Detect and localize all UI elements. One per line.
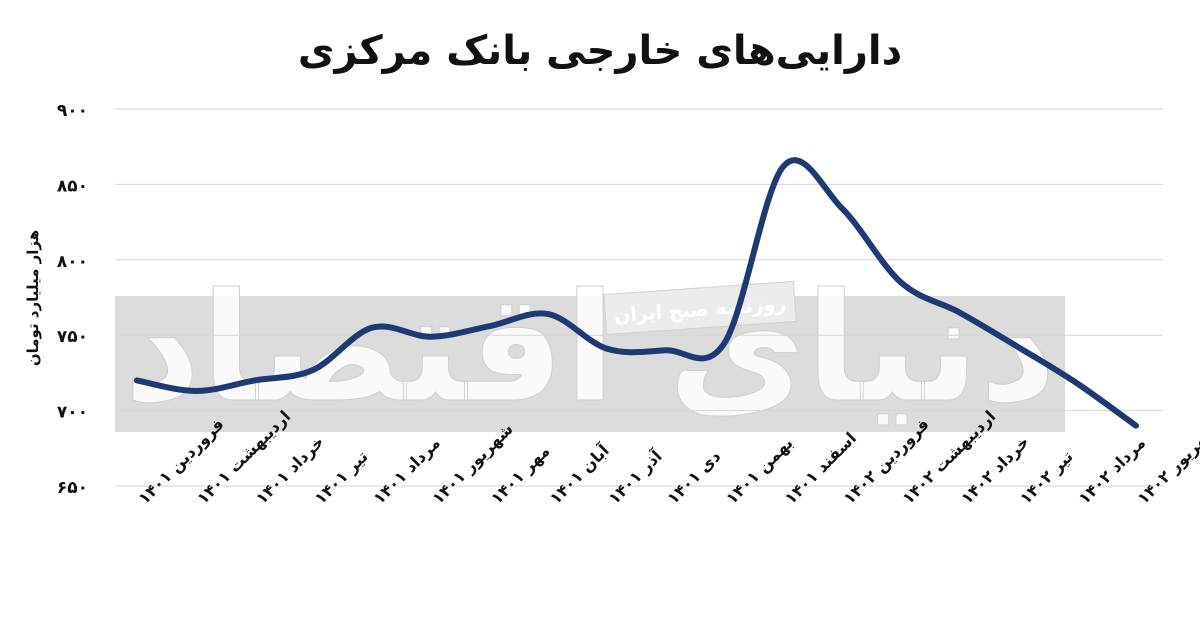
x-tick-label: تیر ۱۴۰۲ [1016,447,1077,508]
x-tick-label: آبان ۱۴۰۱ [545,440,613,508]
watermark: دنیای اقتصاد روزنامه صبح ایران [115,262,1065,437]
y-axis-label: هزار میلیارد تومان [24,230,42,366]
y-tick-label: ۸۵۰ [57,176,88,196]
x-tick-label: تیر ۱۴۰۱ [311,447,372,508]
watermark-band [115,296,1065,432]
watermark-banner-box [603,280,797,336]
y-tick-label: ۶۵۰ [57,478,88,498]
x-tick-label: دی ۱۴۰۱ [663,447,724,508]
y-tick-label: ۷۵۰ [57,327,88,347]
series-line [134,157,1139,429]
y-tick-label: ۸۰۰ [57,252,88,272]
chart-title: دارایی‌های خارجی بانک مرکزی [297,28,903,74]
y-tick-label: ۹۰۰ [57,101,88,121]
y-axis: ۹۰۰ ۸۵۰ ۸۰۰ ۷۵۰ ۷۰۰ ۶۵۰ [57,101,88,498]
grid [115,108,1163,487]
y-tick-label: ۷۰۰ [57,403,88,423]
x-tick-label: شهریور ۱۴۰۲ [1133,419,1200,507]
watermark-logo: دنیای اقتصاد [124,262,1057,436]
series-line-group [134,157,1139,429]
x-tick-label: آذر ۱۴۰۱ [604,446,666,508]
